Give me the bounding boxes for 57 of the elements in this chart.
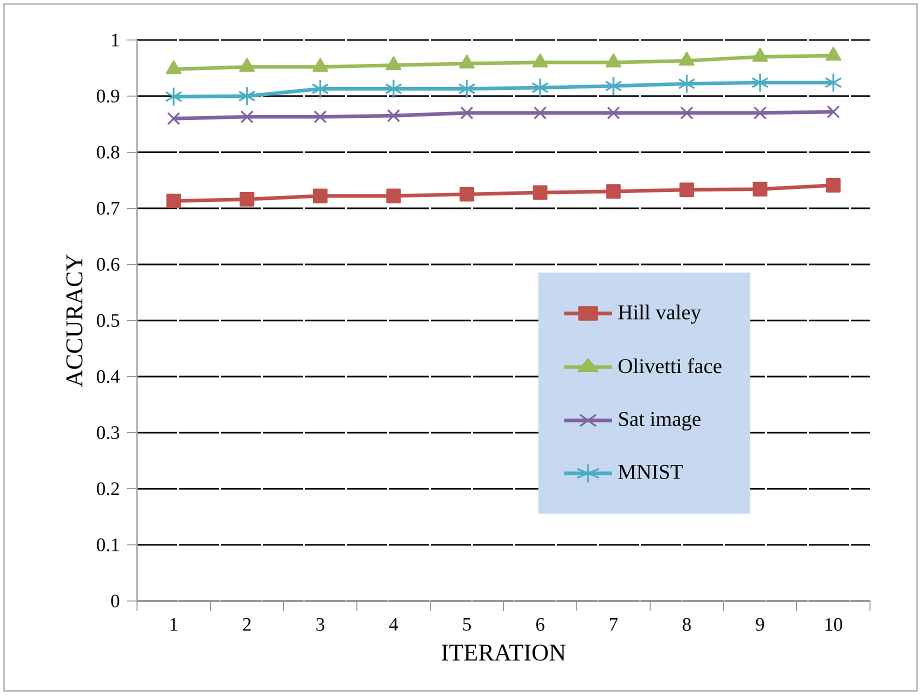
point [166, 194, 181, 208]
y-tick-label: 0.6 [96, 258, 120, 271]
point [164, 86, 182, 107]
point [534, 106, 547, 120]
y-axis-title: ACCURACY [66, 254, 82, 387]
point [752, 182, 768, 197]
x-tick-label: 3 [316, 618, 324, 631]
x-tick-label: 4 [389, 618, 398, 631]
point [754, 106, 767, 120]
point [458, 78, 476, 99]
x-tick-label: 7 [610, 618, 618, 630]
point [240, 192, 254, 207]
point [680, 106, 694, 120]
legend-label: Sat image [619, 412, 700, 430]
y-tick-label: 0.8 [96, 146, 120, 159]
point [826, 178, 841, 193]
point [460, 186, 474, 202]
point [314, 110, 327, 124]
x-tick-label: 5 [463, 618, 471, 631]
y-tick-label: 0.3 [96, 426, 120, 440]
point [604, 76, 622, 96]
legend-label: Olivetti face [618, 358, 722, 374]
x-tick-label: 1 [170, 618, 178, 631]
point [312, 188, 328, 204]
legend-label: MNIST [618, 464, 683, 480]
point [312, 78, 329, 99]
point [826, 105, 840, 118]
y-tick-label: 1 [112, 34, 119, 46]
point [679, 182, 694, 198]
legend-label: Hill valey [618, 304, 702, 324]
y-tick-label: 0.5 [96, 314, 120, 327]
point [531, 78, 549, 98]
point [238, 86, 256, 106]
x-tick-label: 8 [682, 618, 691, 631]
y-tick-label: 0.4 [96, 370, 120, 384]
point [532, 185, 548, 200]
point [167, 112, 180, 126]
point [751, 72, 769, 93]
x-axis-title: ITERATION [442, 644, 566, 661]
point [384, 78, 402, 99]
point [460, 106, 474, 120]
y-tick-label: 0 [111, 594, 120, 608]
y-tick-label: 0.9 [96, 90, 120, 103]
y-tick-label: 0.2 [96, 482, 119, 496]
x-tick-label: 6 [536, 618, 544, 631]
point [386, 188, 401, 204]
x-tick-label: 2 [243, 618, 251, 631]
x-tick-label: 9 [756, 618, 764, 631]
point [240, 110, 254, 124]
point [678, 74, 696, 94]
point [387, 109, 400, 122]
point [824, 72, 842, 93]
y-tick-label: 0.7 [96, 202, 120, 215]
x-tick-label: 10 [826, 618, 842, 631]
y-tick-label: 0.1 [96, 538, 119, 552]
point [606, 184, 621, 199]
point [606, 106, 620, 120]
